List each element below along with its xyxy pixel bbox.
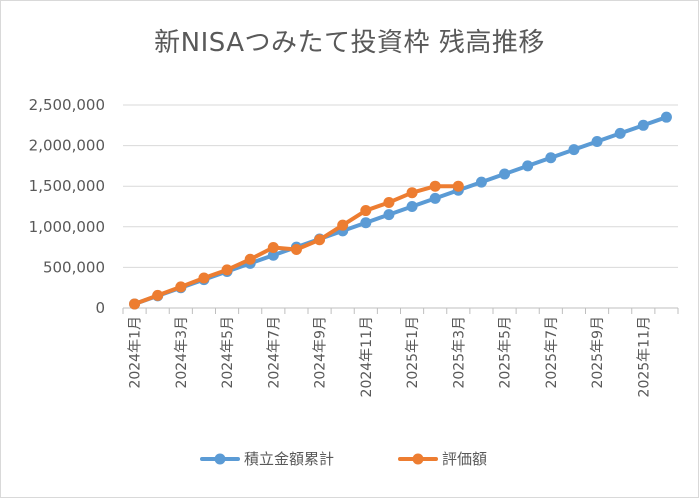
legend-item: 評価額 — [398, 450, 487, 468]
y-tick-label: 1,000,000 — [29, 218, 105, 236]
data-point — [267, 242, 279, 254]
legend: 積立金額累計 評価額 — [200, 450, 487, 468]
data-point — [290, 244, 302, 256]
data-point — [522, 160, 534, 172]
data-point — [244, 253, 256, 265]
data-point — [591, 136, 603, 148]
legend-swatch-marker — [412, 453, 424, 465]
legend-item: 積立金額累計 — [200, 450, 334, 468]
x-tick-label: 2024年1月 — [128, 316, 144, 389]
data-point — [406, 187, 418, 199]
data-point — [383, 196, 395, 208]
data-point — [314, 234, 326, 246]
data-point — [568, 144, 580, 156]
data-point — [267, 249, 279, 261]
chart-title: 新NISAつみたて投資枠 残高推移 — [154, 28, 545, 58]
x-tick-label: 2024年11月 — [359, 316, 375, 397]
data-point — [475, 176, 487, 188]
y-tick-label: 500,000 — [43, 258, 105, 276]
series-1 — [129, 111, 672, 310]
x-tick-label: 2024年3月 — [174, 316, 190, 389]
data-point — [360, 205, 372, 217]
data-point — [175, 281, 187, 293]
data-point — [429, 192, 441, 204]
y-tick-label: 2,000,000 — [29, 137, 105, 155]
legend-swatch-marker — [214, 453, 226, 465]
legend-label: 積立金額累計 — [244, 450, 334, 468]
x-axis: 2024年1月 2024年3月 2024年5月 2024年7月 2024年9月 2024年… — [122, 307, 679, 397]
x-tick-label: 2025年11月 — [636, 316, 652, 397]
data-point — [637, 119, 649, 131]
series-2 — [129, 180, 464, 310]
data-point — [429, 180, 441, 192]
data-point — [660, 111, 672, 123]
x-tick-label: 2025年3月 — [451, 316, 467, 389]
data-point — [499, 168, 511, 180]
x-tick-label: 2024年7月 — [266, 316, 282, 389]
data-point — [221, 264, 233, 276]
x-tick-label: 2024年9月 — [313, 316, 329, 389]
data-point — [452, 180, 464, 192]
x-tick-label: 2025年5月 — [498, 316, 514, 389]
series-lines — [129, 111, 672, 310]
data-point — [129, 298, 141, 310]
y-tick-label: 1,500,000 — [29, 177, 105, 195]
data-point — [198, 272, 210, 284]
y-tick-label: 0 — [95, 299, 105, 317]
y-tick-label: 2,500,000 — [29, 96, 105, 114]
y-axis-tick-labels: 0 500,000 1,000,000 1,500,000 2,000,000 2,500… — [29, 96, 105, 317]
data-point — [406, 201, 418, 212]
x-tick-label: 2024年5月 — [220, 316, 236, 389]
data-point — [152, 289, 164, 301]
x-tick-label: 2025年9月 — [590, 316, 606, 389]
gridlines — [123, 104, 678, 309]
x-tick-label: 2025年7月 — [544, 316, 560, 389]
data-point — [614, 127, 626, 139]
x-tick-label: 2025年1月 — [405, 316, 421, 389]
data-point — [360, 217, 372, 229]
data-point — [545, 152, 557, 164]
data-point — [383, 209, 395, 221]
legend-label: 評価額 — [442, 450, 487, 468]
data-point — [337, 219, 349, 231]
